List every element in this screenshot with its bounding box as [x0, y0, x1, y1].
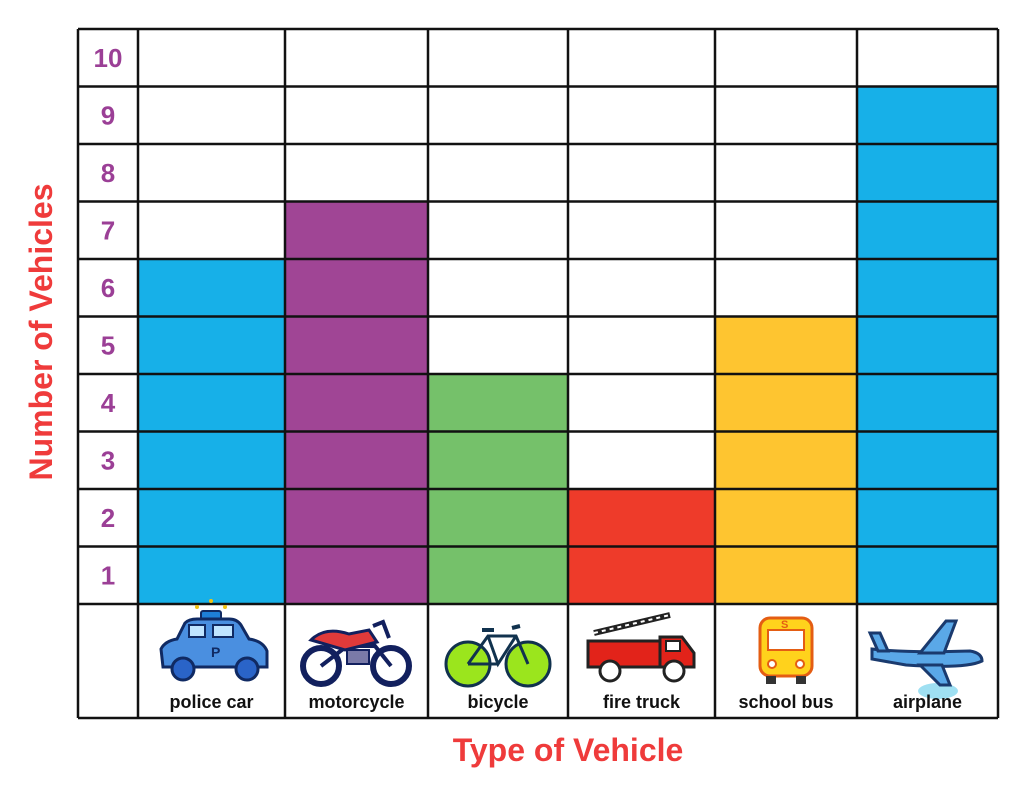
category-label: police car: [169, 692, 253, 712]
svg-text:P: P: [211, 644, 220, 660]
bicycle-icon: [444, 624, 552, 688]
police-car-icon: P: [159, 599, 269, 682]
y-tick-label: 5: [101, 330, 115, 360]
category-label: fire truck: [603, 692, 681, 712]
category-label: school bus: [738, 692, 833, 712]
y-tick-labels: 1 2 3 4 5 6 7 8 9 10: [94, 43, 123, 591]
motorcycle-icon: [300, 619, 412, 687]
category-label: bicycle: [467, 692, 528, 712]
y-axis-title: Number of Vehicles: [23, 184, 59, 481]
y-tick-label: 9: [101, 100, 115, 130]
category-label: airplane: [893, 692, 962, 712]
svg-text:S: S: [781, 619, 788, 631]
grid-layer: [76, 27, 1000, 720]
y-tick-label: 10: [94, 43, 123, 73]
y-tick-label: 8: [101, 158, 115, 188]
bar-airplane: [857, 86, 998, 604]
category-labels: police car motorcycle bicycle fire truck sch…: [169, 692, 962, 712]
y-tick-label: 3: [101, 445, 115, 475]
y-tick-label: 7: [101, 215, 115, 245]
category-label: motorcycle: [308, 692, 404, 712]
y-tick-label: 1: [101, 560, 115, 590]
bars-layer: [138, 86, 998, 604]
x-axis-title: Type of Vehicle: [453, 732, 684, 768]
school-bus-icon: S: [758, 616, 814, 684]
fire-truck-icon: [586, 612, 696, 683]
y-tick-label: 2: [101, 503, 115, 533]
vehicle-icons: P: [159, 599, 984, 699]
y-tick-label: 4: [101, 388, 116, 418]
airplane-icon: [867, 619, 984, 699]
bar-school-bus: [715, 316, 857, 604]
y-tick-label: 6: [101, 273, 115, 303]
bar-motorcycle: [285, 201, 428, 604]
